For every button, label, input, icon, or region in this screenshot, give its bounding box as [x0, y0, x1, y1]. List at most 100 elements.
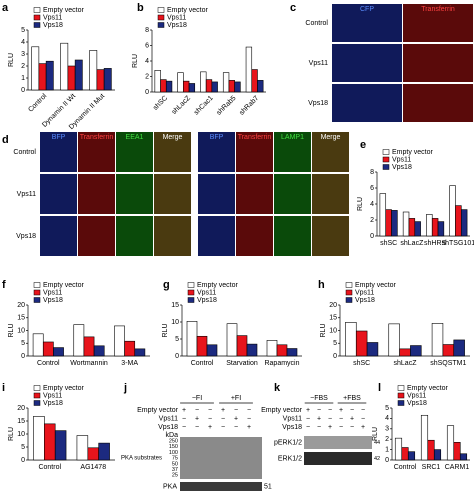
micrograph: [236, 174, 273, 214]
bar: [402, 211, 410, 237]
y-axis-label: RLU: [357, 197, 364, 211]
legend-swatch: [157, 7, 165, 13]
x-tick-label: 3-MA: [121, 360, 138, 367]
bar: [87, 447, 99, 461]
legend-swatch: [33, 14, 41, 21]
micrograph: [40, 132, 77, 172]
group-label: −FBS: [310, 395, 328, 402]
unit-label: kDa: [166, 432, 179, 439]
micrograph: [403, 84, 473, 122]
y-tick-label: 0: [175, 353, 179, 360]
micrograph: [198, 174, 235, 214]
panel-letter: h: [318, 279, 325, 291]
group-label: +FBS: [343, 395, 361, 402]
sign: −: [328, 415, 332, 422]
sign: −: [350, 407, 354, 414]
bar: [93, 345, 105, 357]
sign: −: [221, 415, 225, 422]
y-tick-label: 3: [385, 426, 389, 433]
column-header: Merge: [321, 134, 341, 141]
micrograph: [78, 174, 115, 214]
micrograph: [332, 84, 402, 122]
bar: [410, 345, 422, 357]
legend-swatch: [345, 282, 353, 288]
x-tick-label: AG1478: [80, 464, 106, 471]
legend-label: Empty vector: [167, 7, 209, 14]
bar: [165, 80, 173, 93]
column-header: Transferrin: [238, 134, 272, 141]
x-tick-label: shRab7: [238, 95, 260, 117]
legend-label: Vps18: [43, 297, 63, 304]
bar: [38, 63, 47, 91]
y-tick-label: 5: [21, 444, 25, 451]
bar: [53, 347, 64, 357]
bar: [188, 83, 196, 93]
sign: +: [328, 424, 332, 431]
x-tick-label: Rapamycin: [264, 360, 299, 367]
panel-letter: b: [137, 2, 144, 14]
bar: [205, 79, 213, 93]
bar: [60, 42, 69, 91]
micrograph: [78, 216, 115, 256]
legend-label: Vps11: [355, 289, 374, 296]
bar: [44, 423, 56, 461]
bar: [251, 69, 258, 93]
bar: [124, 340, 136, 357]
sign: +: [339, 407, 343, 414]
legend-label: Vps18: [355, 297, 375, 304]
legend-label: Vps11: [43, 392, 62, 399]
y-tick-label: 10: [171, 319, 179, 326]
bar: [366, 342, 379, 357]
y-tick-label: 0: [385, 457, 389, 464]
y-tick-label: 6: [145, 42, 149, 49]
y-tick-label: 5: [385, 405, 389, 412]
sign: −: [247, 407, 251, 414]
sign: +: [361, 424, 365, 431]
micrograph: [332, 4, 402, 42]
ladder-label: 50: [172, 461, 178, 467]
sign: −: [182, 424, 186, 431]
band-size: 42: [374, 456, 380, 462]
sign: −: [317, 424, 321, 431]
y-tick-label: 15: [171, 302, 179, 309]
band-size: 44: [374, 440, 380, 446]
bar: [183, 80, 190, 93]
legend-label: Vps18: [197, 297, 217, 304]
legend-swatch: [397, 385, 405, 391]
sign: −: [221, 424, 225, 431]
x-tick-label: CARM1: [445, 464, 470, 471]
bar: [154, 70, 161, 93]
bar: [98, 442, 110, 461]
bar: [449, 185, 456, 237]
micrograph: [78, 132, 115, 172]
x-tick-label: shSC: [380, 240, 397, 247]
column-header: CFP: [360, 6, 374, 13]
legend-label: Empty vector: [43, 282, 85, 289]
legend-label: Vps11: [407, 392, 426, 399]
sign: −: [208, 407, 212, 414]
y-tick-label: 0: [145, 89, 149, 96]
legend-label: Vps11: [43, 14, 62, 21]
legend-swatch: [33, 289, 41, 296]
legend-swatch: [187, 289, 195, 296]
bar: [234, 81, 241, 93]
legend-swatch: [33, 400, 41, 406]
legend-label: Empty vector: [407, 385, 449, 392]
legend-swatch: [345, 297, 353, 303]
bar: [401, 447, 409, 461]
micrograph: [40, 216, 77, 256]
sign: +: [306, 407, 310, 414]
y-tick-label: 15: [329, 315, 337, 322]
sign: −: [195, 424, 199, 431]
legend-label: Vps18: [392, 164, 412, 171]
bar: [266, 340, 278, 357]
y-tick-label: 4: [21, 39, 25, 46]
column-header: BFP: [210, 134, 224, 141]
sign: +: [234, 415, 238, 422]
sign: −: [328, 407, 332, 414]
bar: [222, 72, 230, 93]
panel-letter: i: [2, 382, 5, 394]
x-tick-label: shLacZ: [400, 240, 424, 247]
y-tick-label: 8: [145, 27, 149, 34]
bar: [459, 453, 468, 461]
